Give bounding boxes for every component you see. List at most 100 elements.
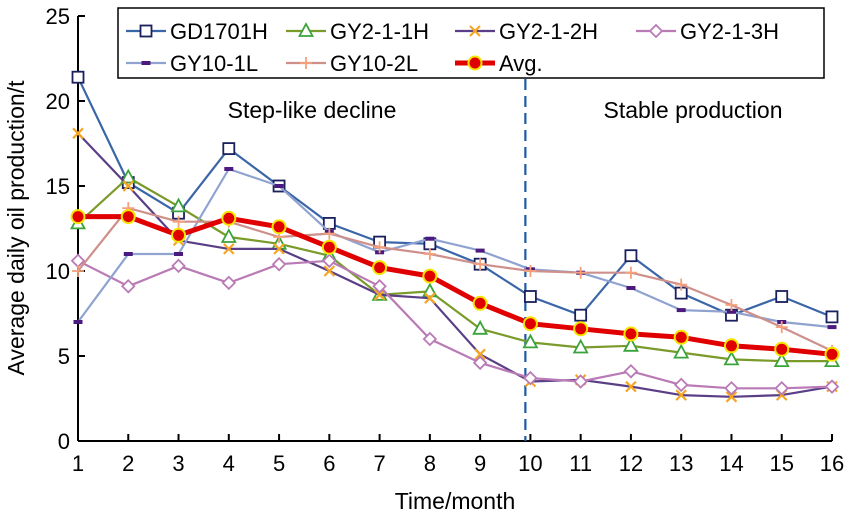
data-point-gy10-2l [675, 278, 688, 291]
data-point-gy2-1-2h [323, 265, 336, 277]
data-point-gy2-1-1h [572, 338, 589, 354]
data-point-gy2-1-1h [673, 343, 690, 359]
data-point-gy2-1-3h [824, 379, 840, 394]
data-point-gy2-1-2h [72, 127, 84, 140]
legend-swatch-marker [300, 57, 312, 69]
data-point-avg [723, 338, 739, 354]
data-point-avg [221, 210, 237, 226]
series-gy10-2l [72, 202, 838, 357]
series-gd1701h [71, 70, 839, 324]
data-point-gy10-1l [827, 325, 837, 330]
x-tick-label: 8 [424, 451, 436, 476]
data-point-gy2-1-2h [424, 292, 436, 304]
legend-item-gy2-1-1h: GY2-1-1H [286, 19, 429, 44]
data-point-gy2-1-2h [474, 348, 486, 361]
data-point-gy2-1-2h [625, 380, 637, 393]
data-point-gy10-2l [775, 321, 788, 334]
legend-label: GY2-1-2H [499, 19, 598, 44]
series-layer [69, 70, 841, 403]
data-point-gy2-1-1h [522, 333, 539, 349]
x-tick-label: 11 [569, 451, 592, 476]
data-point-gy10-2l [373, 241, 386, 254]
data-point-avg [824, 346, 840, 362]
legend-swatch-marker [648, 23, 664, 39]
legend-swatch-marker [469, 25, 481, 37]
data-point-gy2-1-3h [372, 279, 387, 294]
data-point-gd1701h [524, 290, 537, 303]
legend-swatch-marker [139, 24, 153, 38]
series-gy2-1-3h [70, 253, 840, 396]
x-tick-label: 12 [619, 451, 643, 476]
data-point-gy2-1-3h [171, 258, 186, 274]
data-point-avg [623, 326, 639, 342]
data-point-gy10-2l [423, 248, 436, 260]
legend-label: GY10-2L [330, 51, 418, 76]
legend-swatch-marker [141, 61, 151, 65]
series-line-avg [78, 214, 833, 357]
x-tick-label: 9 [474, 451, 486, 476]
legend-swatch-marker [467, 55, 483, 71]
data-point-gd1701h [71, 70, 85, 84]
data-point-gy2-1-3h [673, 377, 689, 393]
data-point-gy2-1-3h [623, 364, 639, 379]
x-tick-label: 13 [669, 451, 693, 476]
data-point-gy10-1l [224, 167, 234, 171]
data-point-avg [70, 209, 86, 225]
annotation-stable-production: Stable production [603, 97, 782, 123]
y-tick-label: 5 [58, 344, 70, 369]
data-point-gy2-1-3h [120, 279, 136, 294]
data-point-gy2-1-2h [122, 180, 135, 192]
x-tick-label: 4 [223, 451, 235, 476]
data-point-gy10-2l [574, 266, 587, 279]
x-tick-label: 16 [820, 451, 844, 476]
legend-label: GY10-1L [170, 51, 258, 76]
data-point-gd1701h [624, 249, 638, 263]
data-point-gy2-1-3h [774, 381, 790, 396]
legend-item-gy2-1-2h: GY2-1-2H [455, 19, 598, 44]
data-point-gd1701h [574, 308, 588, 322]
data-point-gy10-2l [624, 266, 637, 279]
data-point-gd1701h [825, 310, 839, 324]
x-tick-label: 15 [769, 451, 793, 476]
data-point-gy2-1-1h [170, 197, 187, 213]
data-point-gy2-1-3h [322, 253, 337, 269]
y-tick-label: 25 [46, 4, 70, 29]
data-point-avg [171, 227, 187, 243]
legend-item-gd1701h: GD1701H [126, 19, 268, 44]
data-point-gd1701h [775, 290, 789, 303]
series-gy2-1-2h [72, 127, 838, 403]
x-tick-label: 7 [373, 451, 385, 476]
data-point-gy10-2l [474, 258, 487, 271]
data-point-gy10-2l [172, 215, 185, 228]
data-point-avg [422, 268, 438, 284]
data-point-gy10-1l [123, 252, 133, 256]
y-tick-label: 10 [46, 259, 70, 284]
data-point-gy2-1-1h [120, 168, 137, 184]
data-point-gy2-1-3h [221, 275, 237, 291]
data-point-avg [522, 316, 538, 332]
x-tick-label: 1 [72, 451, 84, 476]
data-point-gy10-2l [72, 265, 84, 277]
legend-item-avg: Avg. [455, 51, 543, 76]
data-point-avg [573, 321, 589, 337]
data-point-gy10-1l [676, 308, 686, 313]
data-point-gy2-1-1h [723, 350, 740, 366]
data-point-gy10-1l [626, 286, 636, 290]
data-point-gy2-1-2h [223, 243, 235, 255]
data-point-gy2-1-2h [725, 391, 738, 403]
x-tick-label: 6 [323, 451, 335, 476]
data-point-gy10-1l [726, 309, 736, 314]
legend-label: GY2-1-3H [680, 19, 779, 44]
data-point-gy2-1-3h [472, 355, 488, 371]
series-line-gy2-1-2h [77, 132, 833, 398]
x-tick-label: 3 [172, 451, 184, 476]
series-line-gy10-2l [77, 207, 833, 352]
data-point-gy10-2l [725, 299, 738, 311]
y-tick-label: 0 [58, 429, 70, 454]
legend-swatch-marker [297, 22, 315, 37]
data-point-gy2-1-2h [675, 389, 687, 401]
data-point-gy2-1-1h [773, 352, 790, 368]
series-line-gy10-1l [77, 167, 833, 329]
legend: GD1701H GY2-1-1H GY2-1-2H GY2-1-3H GY10-1L GY… [117, 7, 825, 79]
